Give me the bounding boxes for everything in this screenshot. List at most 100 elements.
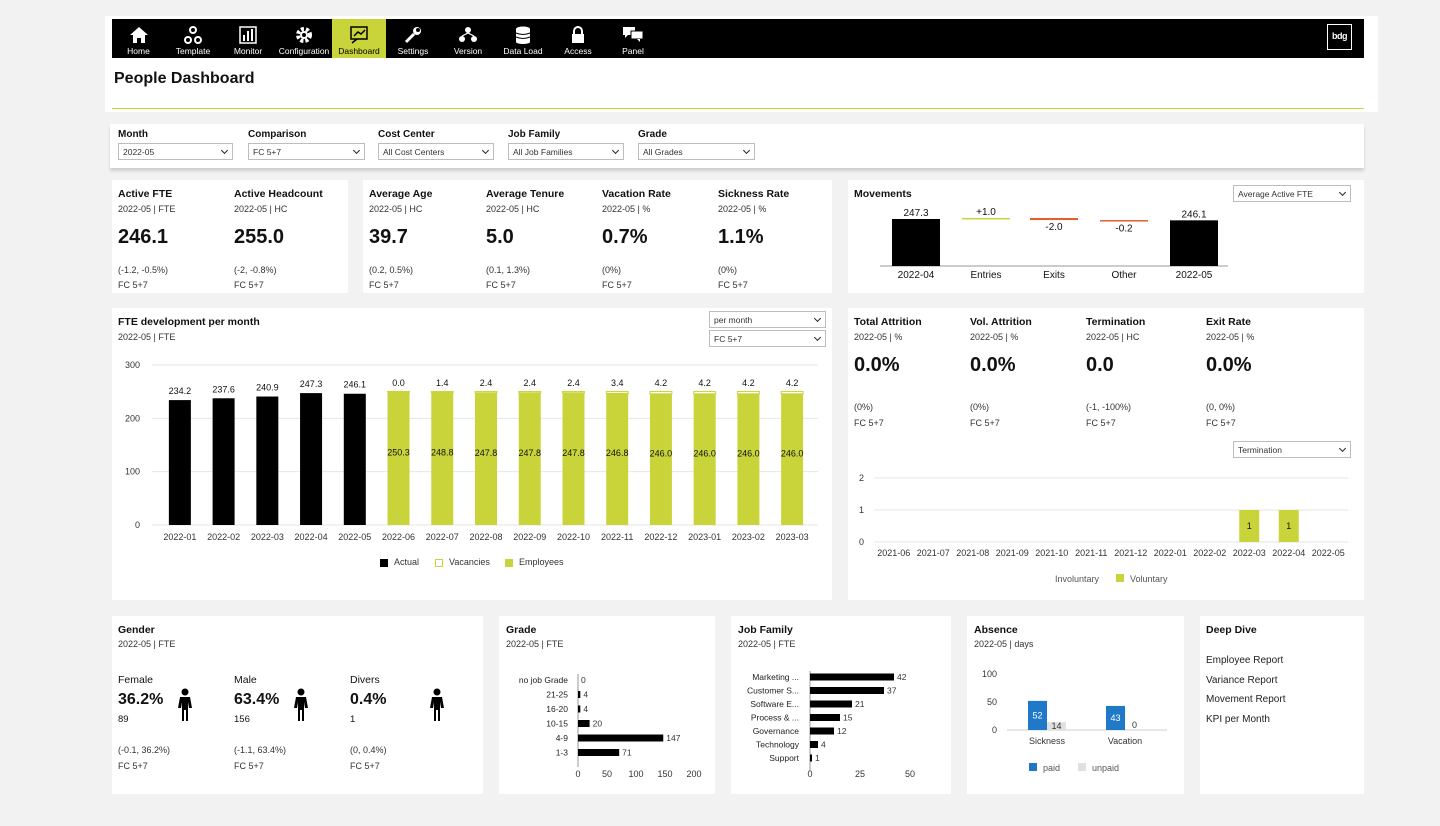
movement-bar-entries	[962, 217, 1010, 220]
category-label: 16-20	[546, 704, 568, 714]
category-label: Governance	[753, 726, 800, 736]
comparison-filter-value: FC 5+7	[253, 147, 282, 157]
fte-employees-label: 246.0	[650, 448, 673, 458]
comparison-select[interactable]: FC 5+7	[709, 330, 826, 347]
bar-value-label: 12	[837, 726, 847, 736]
nav-item-settings[interactable]: Settings	[386, 19, 440, 58]
movement-report-link[interactable]: Movement Report	[1206, 694, 1286, 706]
x-tick: 100	[628, 769, 643, 779]
fte-vacancies-label: 2.4	[567, 378, 580, 388]
horizontal-bar	[578, 691, 581, 698]
fte-vacancies-bar	[649, 391, 673, 395]
nav-item-access[interactable]: Access	[551, 19, 605, 58]
nav-item-monitor[interactable]: Monitor	[221, 19, 275, 58]
grade-filter-select[interactable]: All Grades	[638, 143, 755, 160]
vol-attrition-title: Vol. Attrition	[970, 316, 1032, 328]
template-icon	[165, 26, 221, 44]
category-label: Customer S...	[747, 686, 799, 696]
bar-value-label: 4	[583, 690, 588, 700]
total-attrition-delta: (0%)	[854, 402, 874, 412]
bar-value-label: 0	[581, 675, 586, 685]
deep-dive-title: Deep Dive	[1206, 624, 1257, 636]
grade-filter-label: Grade	[638, 129, 667, 140]
horizontal-bar	[578, 705, 581, 713]
cost-center-filter-select[interactable]: All Cost Centers	[378, 143, 494, 160]
month-filter-value: 2022-05	[123, 147, 155, 157]
absence-paid-label: 52	[1032, 710, 1042, 720]
variance-report-link[interactable]: Variance Report	[1206, 674, 1278, 686]
kpi-per-month-link[interactable]: KPI per Month	[1206, 714, 1270, 726]
nav-item-dashboard[interactable]: Dashboard	[332, 19, 386, 58]
chevron-down-icon	[1338, 444, 1347, 453]
fte-vacancies-label: 4.2	[742, 378, 755, 388]
termination-chart: 0 1 2 2021-06 2021-07 2021-08 2021-09 2021-10 20…	[859, 473, 1348, 584]
termination-voluntary-bar	[1278, 510, 1299, 542]
grade-card	[499, 616, 715, 794]
comparison-filter-select[interactable]: FC 5+7	[248, 143, 365, 160]
active-fte-title: Active FTE	[118, 188, 173, 200]
bar-value-label: 71	[622, 748, 632, 758]
fte-x-tick: 2022-05	[338, 532, 371, 542]
termination-value: 0.0	[1086, 354, 1114, 376]
fte-employees-bar	[518, 392, 541, 525]
fte-vacancies-bar	[780, 391, 804, 395]
legend-label-vacancies: Vacancies	[449, 557, 490, 567]
employee-report-link[interactable]: Employee Report	[1206, 655, 1284, 666]
period-select[interactable]: per month	[709, 311, 826, 328]
fte-employees-label: 246.0	[737, 448, 760, 458]
comparison-value: FC 5+7	[714, 334, 743, 344]
job-family-filter-select[interactable]: All Job Families	[508, 143, 624, 160]
absence-y-tick: 0	[992, 725, 997, 735]
category-label: 21-25	[546, 690, 568, 700]
nav-item-version[interactable]: Version	[441, 19, 495, 58]
movements-measure-select[interactable]: Average Active FTE	[1233, 185, 1351, 202]
termination-x-tick: 2021-09	[996, 548, 1029, 558]
termination-y-tick: 2	[859, 473, 864, 483]
category-label: 1-3	[556, 748, 569, 758]
fte-x-tick: 2022-10	[557, 532, 590, 542]
female-label: Female	[118, 674, 154, 686]
termination-bar-label: 1	[1247, 521, 1252, 531]
fte-vacancies-label: 4.2	[655, 378, 668, 388]
nav-item-template[interactable]: Template	[165, 19, 221, 58]
movement-category-label: Entries	[970, 270, 1001, 281]
month-filter-select[interactable]: 2022-05	[118, 143, 233, 160]
average-tenure-subtitle: 2022-05 | HC	[486, 204, 540, 214]
x-tick: 150	[657, 769, 672, 779]
sickness-rate-subtitle: 2022-05 | %	[718, 204, 767, 214]
nav-item-home[interactable]: Home	[112, 19, 165, 58]
absence-title: Absence	[974, 624, 1018, 636]
horizontal-bar	[810, 673, 894, 681]
fte-vacancies-label: 1.4	[436, 378, 449, 388]
fte-employees-bar	[737, 393, 760, 525]
female-delta: (-0.1, 36.2%)	[118, 745, 171, 755]
termination-title: Termination	[1086, 316, 1146, 328]
attrition-measure-select[interactable]: Termination	[1233, 441, 1351, 458]
absence-category-label: Vacation	[1108, 736, 1142, 746]
absence-y-tick: 50	[987, 697, 997, 707]
category-label: 4-9	[556, 733, 569, 743]
horizontal-bar	[810, 754, 812, 762]
fte-employees-label: 247.8	[475, 448, 498, 458]
absence-card	[967, 616, 1184, 794]
nav-item-configuration[interactable]: Configuration	[276, 19, 332, 58]
nav-item-data-load[interactable]: Data Load	[495, 19, 551, 58]
fte-actual-bar	[300, 393, 323, 525]
fte-x-tick: 2022-02	[207, 532, 240, 542]
movement-bar-2022-04	[892, 219, 940, 266]
fte-employees-label: 248.8	[431, 448, 454, 458]
nav-item-panel[interactable]: Panel	[606, 19, 660, 58]
period-value: per month	[714, 315, 753, 325]
horizontal-bar	[810, 687, 884, 694]
bar-value-label: 4	[583, 704, 588, 714]
fte-y-tick: 200	[125, 413, 140, 423]
kpi-card-rates	[363, 180, 832, 293]
category-label: Support	[769, 753, 799, 763]
vol-attrition-delta: (0%)	[970, 402, 990, 412]
page-title: People Dashboard	[114, 70, 255, 87]
termination-y-tick: 1	[859, 505, 864, 515]
fte-employees-label: 247.8	[562, 448, 585, 458]
x-tick: 0	[807, 769, 812, 779]
termination-x-tick: 2022-01	[1154, 548, 1187, 558]
job-family-subtitle: 2022-05 | FTE	[738, 639, 796, 649]
